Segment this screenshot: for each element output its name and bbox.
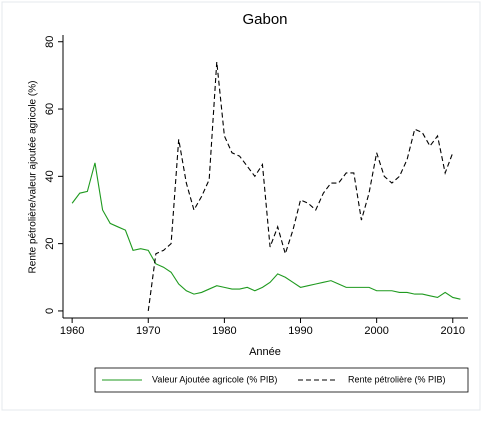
- chart-title: Gabon: [242, 11, 287, 28]
- y-tick-label: 40: [44, 170, 56, 182]
- x-tick-label: 1980: [212, 325, 236, 337]
- graph-region: [1, 1, 481, 411]
- legend-label: Valeur Ajoutée agricole (% PIB): [152, 374, 277, 384]
- series-line: [147, 61, 454, 312]
- x-tick-label: 2000: [364, 325, 388, 337]
- y-axis-label: Rente pétrolière/valeur ajoutée agricole…: [28, 81, 39, 274]
- x-tick-label: 1990: [288, 325, 312, 337]
- x-axis-label: Année: [249, 346, 281, 358]
- legend-label: Rente pétrolière (% PIB): [348, 374, 446, 384]
- x-tick-label: 2010: [441, 325, 465, 337]
- y-tick-label: 60: [44, 103, 56, 115]
- x-tick-label: 1960: [60, 325, 84, 337]
- series-line: [71, 162, 461, 300]
- y-tick-label: 20: [44, 238, 56, 250]
- y-tick-label: 0: [44, 308, 56, 314]
- legend-box: [94, 367, 469, 393]
- y-tick-label: 80: [44, 36, 56, 48]
- x-tick-label: 1970: [136, 325, 160, 337]
